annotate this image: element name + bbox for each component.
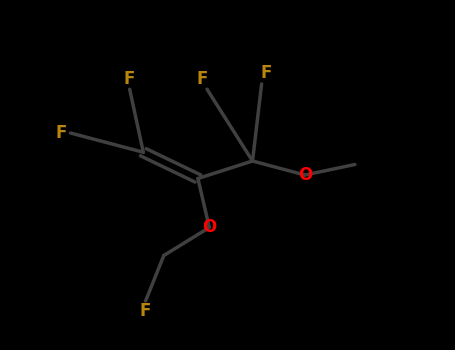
Text: F: F xyxy=(197,70,208,88)
Text: F: F xyxy=(56,124,67,142)
Text: F: F xyxy=(140,302,151,321)
Text: F: F xyxy=(260,64,272,83)
Text: O: O xyxy=(202,218,217,237)
Text: F: F xyxy=(124,70,136,88)
Text: O: O xyxy=(298,166,312,184)
